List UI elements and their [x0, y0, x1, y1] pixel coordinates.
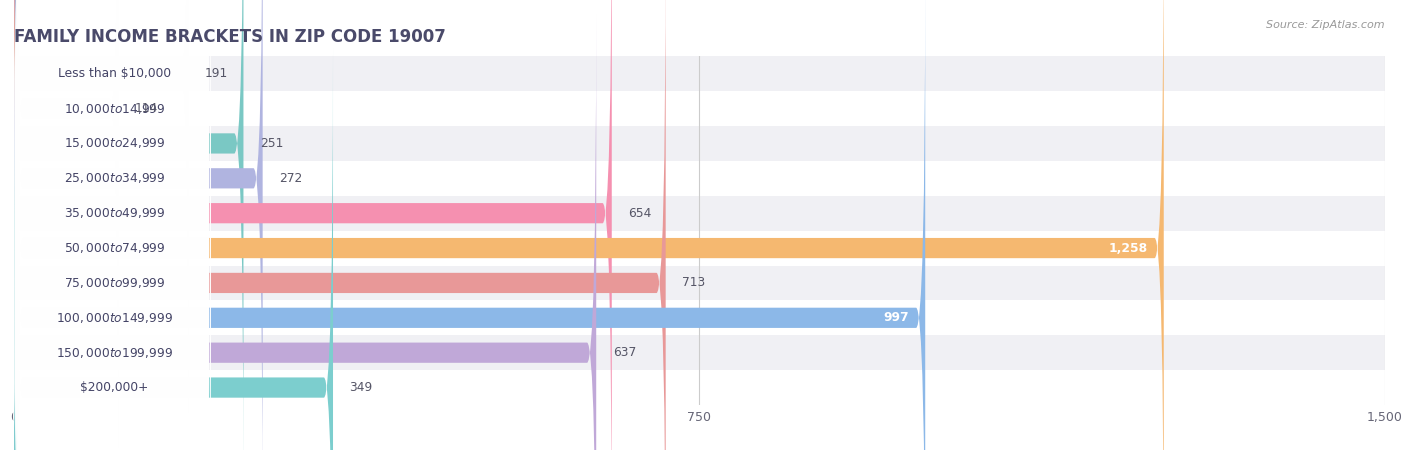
FancyBboxPatch shape: [14, 196, 1385, 230]
Text: $200,000+: $200,000+: [80, 381, 149, 394]
Text: 272: 272: [278, 172, 302, 185]
FancyBboxPatch shape: [14, 0, 243, 450]
FancyBboxPatch shape: [13, 48, 211, 378]
Text: $75,000 to $99,999: $75,000 to $99,999: [63, 276, 166, 290]
FancyBboxPatch shape: [14, 0, 665, 450]
FancyBboxPatch shape: [13, 0, 211, 274]
FancyBboxPatch shape: [14, 126, 1385, 161]
Text: Less than $10,000: Less than $10,000: [58, 67, 172, 80]
Text: FAMILY INCOME BRACKETS IN ZIP CODE 19007: FAMILY INCOME BRACKETS IN ZIP CODE 19007: [14, 28, 446, 46]
Text: $35,000 to $49,999: $35,000 to $49,999: [63, 206, 166, 220]
FancyBboxPatch shape: [14, 370, 1385, 405]
Text: 713: 713: [682, 276, 706, 289]
FancyBboxPatch shape: [14, 161, 1385, 196]
FancyBboxPatch shape: [14, 0, 1164, 450]
FancyBboxPatch shape: [14, 14, 596, 450]
Text: Source: ZipAtlas.com: Source: ZipAtlas.com: [1267, 20, 1385, 30]
Text: $50,000 to $74,999: $50,000 to $74,999: [63, 241, 166, 255]
FancyBboxPatch shape: [14, 0, 612, 450]
FancyBboxPatch shape: [14, 49, 333, 450]
FancyBboxPatch shape: [14, 335, 1385, 370]
Text: $150,000 to $199,999: $150,000 to $199,999: [56, 346, 173, 360]
Text: 191: 191: [205, 67, 228, 80]
Text: 654: 654: [628, 207, 651, 220]
Text: 251: 251: [260, 137, 283, 150]
Text: $15,000 to $24,999: $15,000 to $24,999: [63, 136, 166, 150]
FancyBboxPatch shape: [13, 153, 211, 450]
FancyBboxPatch shape: [14, 0, 188, 412]
Text: 114: 114: [135, 102, 157, 115]
FancyBboxPatch shape: [13, 223, 211, 450]
FancyBboxPatch shape: [13, 188, 211, 450]
FancyBboxPatch shape: [13, 0, 211, 308]
FancyBboxPatch shape: [14, 0, 925, 450]
FancyBboxPatch shape: [14, 266, 1385, 301]
FancyBboxPatch shape: [13, 118, 211, 448]
FancyBboxPatch shape: [14, 301, 1385, 335]
Text: 349: 349: [350, 381, 373, 394]
FancyBboxPatch shape: [14, 91, 1385, 126]
FancyBboxPatch shape: [14, 0, 118, 447]
Text: 997: 997: [883, 311, 908, 324]
Text: 637: 637: [613, 346, 636, 359]
FancyBboxPatch shape: [13, 14, 211, 343]
Text: $25,000 to $34,999: $25,000 to $34,999: [63, 171, 166, 185]
FancyBboxPatch shape: [14, 0, 263, 450]
FancyBboxPatch shape: [13, 83, 211, 413]
Text: 1,258: 1,258: [1108, 242, 1147, 255]
Text: $100,000 to $149,999: $100,000 to $149,999: [56, 311, 173, 325]
FancyBboxPatch shape: [13, 0, 211, 238]
Text: $10,000 to $14,999: $10,000 to $14,999: [63, 102, 166, 116]
FancyBboxPatch shape: [14, 230, 1385, 266]
FancyBboxPatch shape: [14, 56, 1385, 91]
